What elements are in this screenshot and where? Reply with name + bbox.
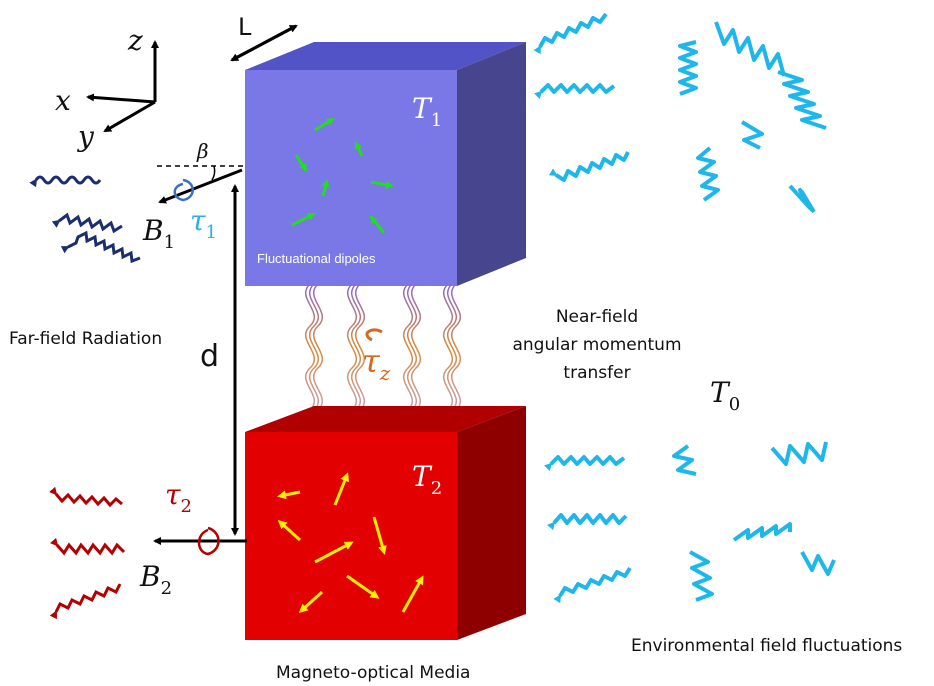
bottom-block-side-face: [457, 406, 526, 640]
dimension-d: d: [200, 184, 239, 536]
B1-arrow: [158, 168, 243, 204]
B1-label: B1: [142, 214, 175, 253]
near-field-label: Near-field angular momentum transfer: [512, 307, 681, 383]
svg-text:transfer: transfer: [563, 363, 630, 383]
env-wave-9: [788, 184, 816, 214]
B2-label: B2: [139, 560, 172, 599]
far-field-label: Far-field Radiation: [9, 329, 162, 349]
y-axis-label: y: [76, 120, 95, 153]
top-block-front-face: [245, 70, 457, 286]
z-axis-label: z: [127, 24, 143, 57]
coordinate-axes: z x y: [55, 24, 159, 153]
far-wave-bottom-2: [50, 537, 126, 556]
environmental-waves: [533, 12, 836, 604]
far-field-waves-bottom: [49, 486, 126, 620]
far-wave-top-3: [60, 230, 141, 264]
svg-text:Near-field: Near-field: [556, 307, 638, 327]
coupling-strand-4: [442, 283, 462, 411]
torque-1-label: τ1: [190, 204, 217, 243]
env-wave-3: [548, 151, 630, 182]
far-wave-bottom-1: [49, 486, 123, 508]
bottom-block-top-face: [245, 406, 526, 432]
torque-1-rotation-icon: [173, 178, 194, 202]
env-wave-10: [543, 455, 626, 472]
env-wave-6: [777, 70, 827, 130]
env-wave-17: [800, 551, 836, 576]
near-field-couplings: [304, 283, 462, 411]
top-block-caption: Fluctuational dipoles: [257, 251, 376, 266]
far-field-waves-top: [29, 175, 141, 264]
env-wave-1: [533, 12, 608, 55]
env-wave-8: [696, 146, 720, 202]
env-wave-16: [689, 550, 714, 602]
env-wave-15: [732, 522, 792, 542]
env-wave-11: [547, 513, 628, 531]
env-wave-7: [740, 120, 764, 150]
y-axis: [103, 100, 156, 133]
x-axis: [86, 93, 156, 104]
field-B2-group: B2 τ2: [139, 478, 247, 599]
top-block: T1 Fluctuational dipoles: [245, 42, 526, 286]
svg-text:angular momentum: angular momentum: [512, 335, 681, 355]
bottom-block-caption: Magneto-optical Media: [276, 663, 470, 683]
top-block-temperature: T1: [412, 92, 442, 131]
torque-2-label: τ2: [165, 478, 192, 517]
dimension-L: L: [230, 13, 298, 62]
bottom-block: T2: [245, 406, 526, 640]
far-wave-bottom-3: [49, 583, 122, 620]
coupling-strand-3: [402, 283, 422, 411]
env-wave-13: [672, 444, 697, 476]
yellow-dipole-arrows: [277, 472, 424, 614]
env-wave-2: [533, 83, 616, 100]
beta-arc: [211, 165, 216, 181]
field-B1-group: β B1 τ1: [142, 139, 245, 253]
coupling-strand-1: [304, 283, 324, 411]
env-wave-5: [678, 40, 698, 96]
top-block-side-face: [457, 42, 526, 286]
dimension-L-label: L: [238, 13, 252, 41]
dimension-d-label: d: [200, 339, 219, 374]
torque-z-label: τz: [362, 342, 391, 385]
coupling-strand-2: [346, 283, 366, 411]
angle-beta-label: β: [196, 139, 209, 163]
far-wave-top-2: [51, 212, 123, 234]
env-wave-4: [714, 21, 786, 77]
environment-temperature: T0: [710, 376, 740, 415]
bottom-block-front-face: [245, 432, 457, 640]
env-wave-14: [770, 441, 828, 466]
top-block-top-face: [245, 42, 526, 70]
torque-2-rotation-icon: [197, 526, 220, 556]
far-wave-top-1: [29, 175, 102, 188]
torque-z: τz: [362, 328, 391, 385]
bottom-block-temperature: T2: [412, 460, 442, 499]
green-dipole-arrows: [291, 117, 394, 234]
environment-label: Environmental field fluctuations: [631, 636, 902, 656]
env-wave-12: [553, 566, 632, 604]
x-axis-label: x: [55, 84, 71, 117]
